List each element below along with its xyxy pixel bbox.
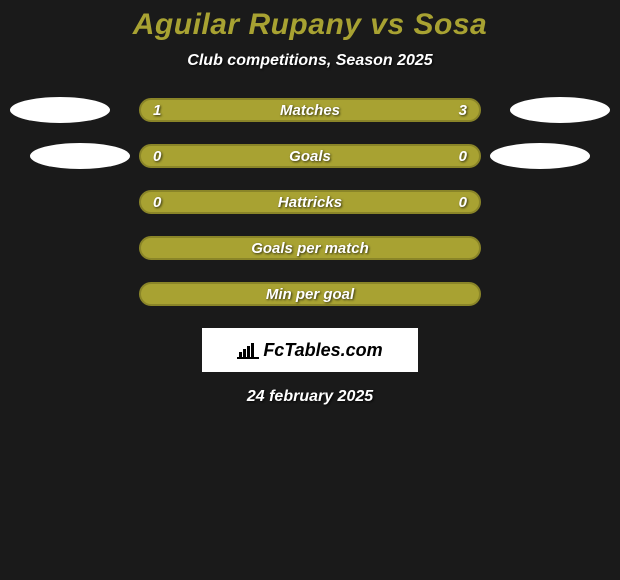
- stat-left-value: 1: [153, 102, 161, 119]
- right-ellipse: [510, 97, 610, 123]
- stat-label: Hattricks: [278, 194, 342, 211]
- stat-row: 0 Hattricks 0: [0, 190, 620, 214]
- stat-bar: Goals per match: [139, 236, 481, 260]
- left-ellipse: [10, 97, 110, 123]
- stat-label: Goals: [289, 148, 331, 165]
- stat-row: Min per goal: [0, 282, 620, 306]
- title-right-player: Sosa: [414, 8, 488, 41]
- stat-label: Matches: [280, 102, 340, 119]
- title-left-player: Aguilar Rupany: [133, 8, 362, 41]
- logo-box: FcTables.com: [202, 328, 418, 372]
- date-label: 24 february 2025: [0, 388, 620, 406]
- stat-bar: 0 Goals 0: [139, 144, 481, 168]
- stat-right-value: 0: [459, 194, 467, 211]
- stat-left-value: 0: [153, 148, 161, 165]
- page-title: Aguilar Rupany vs Sosa: [0, 8, 620, 42]
- stat-bar: 1 Matches 3: [139, 98, 481, 122]
- stat-bar: Min per goal: [139, 282, 481, 306]
- bar-chart-icon: [237, 341, 259, 359]
- logo-text: FcTables.com: [263, 340, 382, 361]
- subtitle: Club competitions, Season 2025: [0, 52, 620, 70]
- right-ellipse: [490, 143, 590, 169]
- stat-row: 1 Matches 3: [0, 98, 620, 122]
- stat-right-value: 0: [459, 148, 467, 165]
- stat-left-value: 0: [153, 194, 161, 211]
- stat-bar: 0 Hattricks 0: [139, 190, 481, 214]
- stat-right-value: 3: [459, 102, 467, 119]
- comparison-infographic: Aguilar Rupany vs Sosa Club competitions…: [0, 0, 620, 406]
- left-ellipse: [30, 143, 130, 169]
- stat-label: Min per goal: [266, 286, 354, 303]
- stat-label: Goals per match: [251, 240, 369, 257]
- stat-row: Goals per match: [0, 236, 620, 260]
- stat-row: 0 Goals 0: [0, 144, 620, 168]
- stats-rows: 1 Matches 3 0 Goals 0 0 Hattricks 0 Goals per mat…: [0, 98, 620, 306]
- title-vs: vs: [361, 8, 413, 41]
